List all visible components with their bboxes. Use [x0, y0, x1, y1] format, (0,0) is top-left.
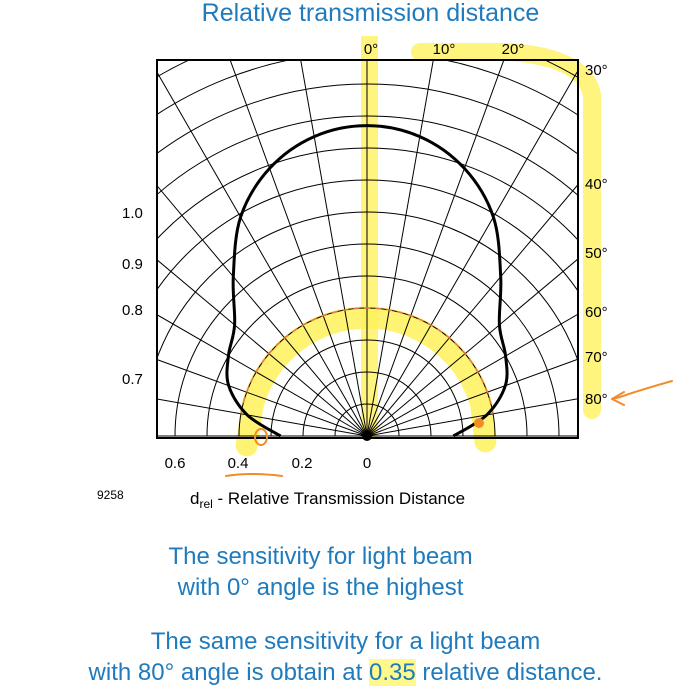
angle-spoke: [366, 69, 578, 437]
pen-mark-right: [474, 418, 484, 428]
caption2-line2-post: relative distance.: [415, 659, 603, 686]
pen-annotations: [225, 380, 673, 477]
x-axis-title-sub: rel: [199, 497, 212, 511]
sensitivity-label-0.9: 0.9: [122, 256, 143, 273]
angle-spoke: [366, 358, 578, 437]
caption2-line1: The same sensitivity for a light beam: [150, 628, 541, 655]
polar-chart: 0° 10° 20° 30° 40° 50° 60° 70° 80° 1.0 0…: [97, 36, 673, 511]
angle-label-50: 50°: [585, 245, 608, 262]
highlighter-layer: [235, 36, 601, 457]
angle-label-30: 30°: [585, 62, 608, 79]
caption1-line2: with 0° angle is the highest: [177, 574, 464, 601]
angle-spoke: [157, 184, 368, 437]
highlight-zero-axis: [361, 36, 378, 438]
x-axis-title-d: d: [190, 489, 199, 508]
polar-origin: [362, 431, 372, 441]
angle-spoke: [366, 258, 578, 437]
dashed-annotation-arc: [240, 307, 494, 414]
angle-label-40: 40°: [585, 176, 608, 193]
pen-arrow-80deg: [611, 380, 673, 406]
angle-spoke: [157, 398, 368, 437]
caption2-highlight-value: 0.35: [368, 659, 416, 686]
angle-spoke: [300, 60, 368, 437]
angle-spoke: [157, 359, 368, 437]
angle-spoke: [366, 60, 434, 437]
sensitivity-label-0.7: 0.7: [122, 371, 143, 388]
caption1-line1: The sensitivity for light beam: [168, 543, 473, 570]
x-tick-0.6: 0.6: [165, 455, 186, 472]
highlight-angle-labels: [411, 43, 601, 419]
x-tick-0.4: 0.4: [228, 455, 249, 472]
caption-80deg-sensitivity: The same sensitivity for a light beam wi…: [0, 626, 691, 688]
angle-spoke: [366, 398, 578, 437]
pen-underline-0.4: [225, 473, 283, 477]
angle-label-20: 20°: [502, 41, 525, 58]
sensitivity-label-1.0: 1.0: [122, 205, 143, 222]
angle-label-10: 10°: [433, 41, 456, 58]
angle-spoke: [366, 183, 578, 437]
figure-id: 9258: [97, 488, 124, 502]
angle-spoke: [366, 313, 578, 437]
pen-mark-left: [254, 428, 268, 446]
x-axis-title-rest: - Relative Transmission Distance: [213, 489, 465, 508]
sensitivity-label-0.8: 0.8: [122, 302, 143, 319]
sensitivity-curve: [225, 124, 509, 438]
angle-label-80: 80°: [585, 391, 608, 408]
caption2-line2-pre: with 80° angle is obtain at: [88, 659, 369, 686]
angle-label-60: 60°: [585, 304, 608, 321]
caption2-line2: with 80° angle is obtain at 0.35 relativ…: [0, 657, 691, 688]
angle-label-70: 70°: [585, 349, 608, 366]
angle-spoke: [157, 314, 368, 437]
polar-grid: [157, 60, 578, 437]
x-axis-title: drel - Relative Transmission Distance: [190, 489, 465, 511]
angle-spoke: [157, 259, 368, 437]
slide-title: Relative transmission distance: [201, 0, 540, 27]
angle-spoke: [157, 71, 368, 437]
x-tick-0.2: 0.2: [292, 455, 313, 472]
x-tick-0: 0: [363, 455, 371, 472]
angle-label-0: 0°: [364, 41, 378, 58]
caption-highest-sensitivity: The sensitivity for light beam with 0° a…: [0, 541, 666, 603]
